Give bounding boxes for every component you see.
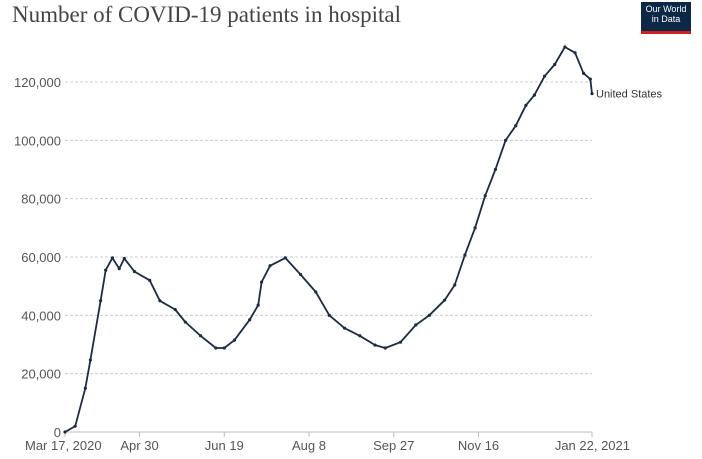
- x-tick-label: Sep 27: [373, 438, 414, 453]
- data-point: [104, 268, 108, 272]
- data-point: [298, 272, 303, 277]
- data-point: [314, 290, 318, 294]
- x-tick-label: Jun 19: [205, 438, 244, 453]
- data-point: [214, 346, 218, 350]
- data-point: [493, 167, 498, 172]
- data-point: [268, 264, 272, 268]
- data-point: [503, 138, 508, 142]
- series-label: United States: [596, 89, 663, 101]
- data-point: [483, 194, 487, 198]
- data-point: [73, 424, 77, 428]
- data-point: [373, 343, 377, 347]
- data-point: [442, 298, 447, 302]
- data-point: [383, 346, 387, 350]
- x-tick-label: Aug 8: [292, 438, 326, 453]
- data-point: [563, 45, 567, 49]
- data-point: [358, 334, 362, 338]
- data-point: [132, 269, 137, 274]
- data-point: [83, 386, 87, 390]
- data-point: [414, 323, 418, 327]
- y-tick-label: 20,000: [21, 367, 61, 382]
- chart-title: Number of COVID-19 patients in hospital: [12, 2, 402, 27]
- data-point: [453, 283, 457, 287]
- data-point: [158, 299, 162, 303]
- data-point: [183, 320, 187, 324]
- y-tick-label: 120,000: [14, 75, 61, 90]
- data-point: [117, 267, 121, 271]
- data-point: [198, 334, 203, 338]
- x-tick-label: Apr 30: [120, 438, 158, 453]
- y-tick-label: 80,000: [21, 192, 61, 207]
- data-point: [122, 256, 126, 261]
- data-point: [573, 51, 577, 55]
- data-point: [590, 92, 594, 96]
- data-point: [173, 307, 177, 312]
- data-point: [542, 74, 547, 78]
- data-point: [63, 430, 67, 434]
- data-point: [553, 62, 557, 67]
- data-point: [88, 358, 93, 362]
- owid-logo[interactable]: Our World in Data: [641, 2, 691, 34]
- data-point: [514, 124, 518, 128]
- y-tick-label: 60,000: [21, 250, 61, 265]
- y-tick-label: 0: [54, 425, 61, 440]
- data-point: [463, 253, 467, 257]
- x-tick-label: Jan 22, 2021: [555, 438, 630, 453]
- data-point: [581, 71, 586, 75]
- x-tick-label: Mar 17, 2020: [25, 438, 102, 453]
- y-tick-label: 100,000: [14, 133, 61, 148]
- data-point: [588, 77, 592, 81]
- data-point: [427, 313, 431, 317]
- data-point: [110, 256, 115, 260]
- data-point: [283, 256, 287, 260]
- logo-line-1: Our World: [645, 4, 687, 14]
- data-point: [327, 313, 331, 317]
- data-point: [98, 299, 103, 303]
- y-tick-label: 40,000: [21, 308, 61, 323]
- data-point: [532, 93, 536, 97]
- data-point: [248, 318, 252, 322]
- data-point: [473, 226, 477, 230]
- logo-line-2: in Data: [651, 14, 681, 24]
- series-line: [64, 46, 593, 433]
- data-point: [342, 326, 347, 330]
- data-point: [222, 346, 226, 350]
- data-point: [256, 303, 260, 307]
- x-tick-label: Nov 16: [458, 438, 499, 453]
- data-point: [524, 103, 528, 107]
- data-point: [148, 278, 152, 282]
- data-point: [232, 338, 237, 342]
- data-point: [398, 340, 403, 344]
- data-point: [259, 280, 264, 284]
